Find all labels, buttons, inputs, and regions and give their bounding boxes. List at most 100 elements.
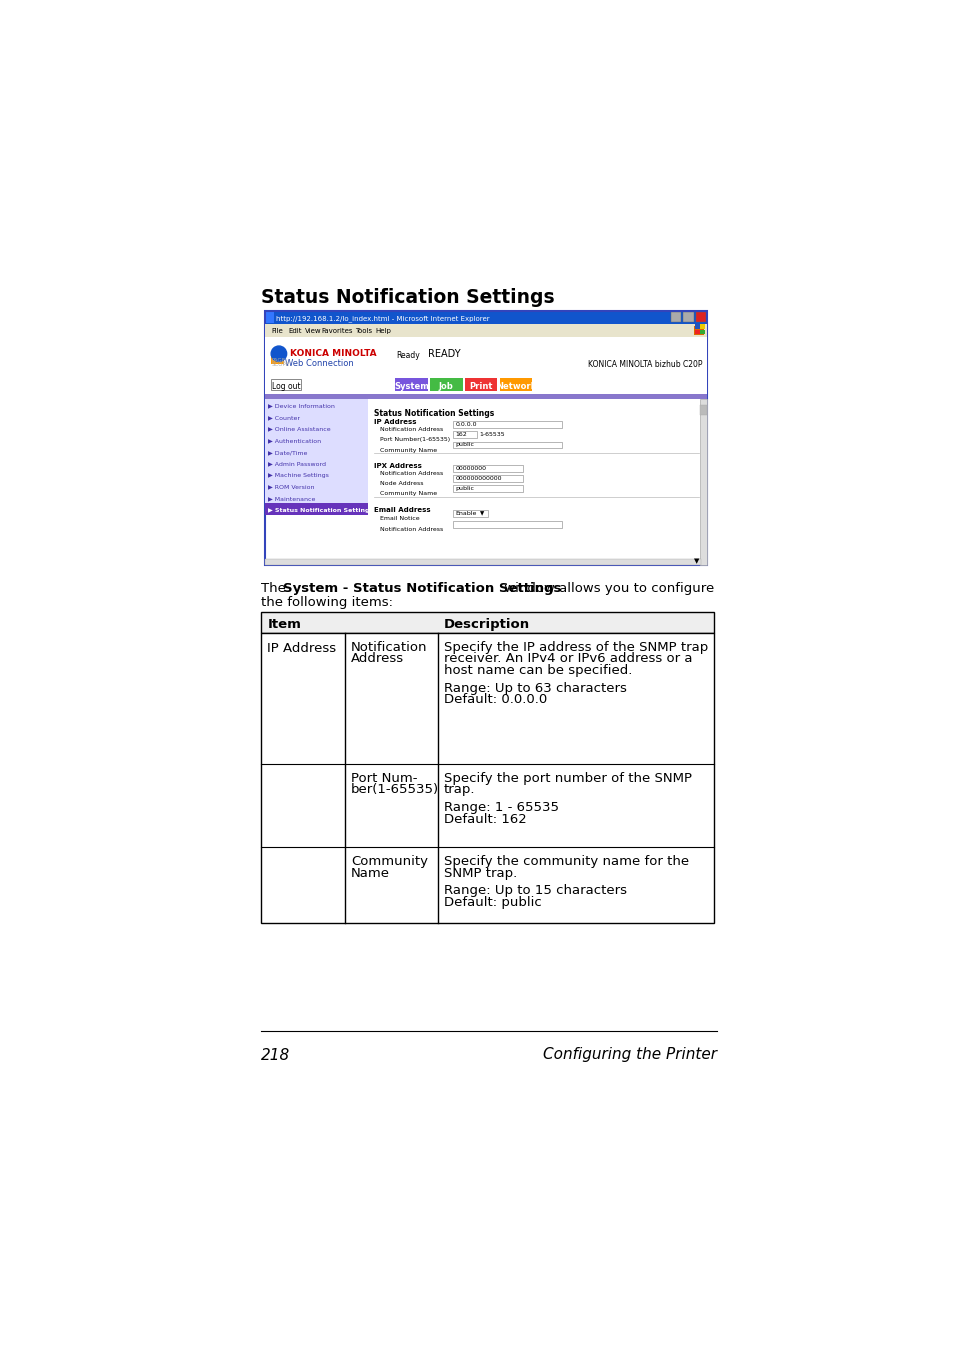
Text: Notification Address: Notification Address xyxy=(380,526,443,532)
Text: Community: Community xyxy=(351,855,428,868)
Text: Port Num-: Port Num- xyxy=(351,772,417,784)
Text: ▶ Authentication: ▶ Authentication xyxy=(268,439,321,443)
Text: Notification Address: Notification Address xyxy=(380,471,443,475)
Text: Status Notification Settings: Status Notification Settings xyxy=(261,288,554,306)
Bar xyxy=(695,329,699,335)
Text: SCOPE: SCOPE xyxy=(271,362,289,367)
Bar xyxy=(265,433,368,446)
Text: Edit: Edit xyxy=(288,328,301,335)
Bar xyxy=(266,312,274,323)
Bar xyxy=(453,510,488,517)
Bar xyxy=(265,336,706,377)
Circle shape xyxy=(271,346,286,362)
Text: receiver. An IPv4 or IPv6 address or a: receiver. An IPv4 or IPv6 address or a xyxy=(443,652,692,666)
Bar xyxy=(453,421,561,428)
Bar xyxy=(265,310,706,324)
Text: View: View xyxy=(305,328,321,335)
Text: http://192.168.1.2/lo_index.html - Microsoft Internet Explorer: http://192.168.1.2/lo_index.html - Micro… xyxy=(275,315,489,321)
Bar xyxy=(700,400,706,564)
Bar xyxy=(453,485,522,491)
Text: Log out: Log out xyxy=(272,382,300,390)
Bar xyxy=(265,410,368,423)
Bar xyxy=(265,324,706,336)
Bar xyxy=(261,633,714,923)
Bar xyxy=(700,329,704,335)
Bar xyxy=(453,441,561,448)
Text: public: public xyxy=(456,443,474,447)
Bar xyxy=(499,378,532,390)
Bar xyxy=(453,475,522,482)
Bar xyxy=(265,481,368,491)
Bar xyxy=(265,423,368,433)
Text: Status Notification Settings: Status Notification Settings xyxy=(374,409,494,418)
Text: IP Address: IP Address xyxy=(374,420,416,425)
Bar xyxy=(265,456,368,468)
Text: ▶ ROM Version: ▶ ROM Version xyxy=(268,485,314,490)
Text: Email Address: Email Address xyxy=(374,508,431,513)
Text: public: public xyxy=(456,486,474,490)
Bar xyxy=(682,312,693,323)
Text: ▶ Counter: ▶ Counter xyxy=(268,416,300,420)
Text: ▶ Date/Time: ▶ Date/Time xyxy=(268,450,307,455)
Bar xyxy=(261,612,714,633)
Text: PAGE: PAGE xyxy=(271,358,285,363)
Text: Community Name: Community Name xyxy=(380,448,437,452)
Text: SNMP trap.: SNMP trap. xyxy=(443,867,517,880)
Text: ▶ Online Assistance: ▶ Online Assistance xyxy=(268,427,331,432)
Bar xyxy=(265,559,700,564)
Bar xyxy=(265,394,706,400)
Bar xyxy=(464,378,497,390)
Text: 00000000: 00000000 xyxy=(456,466,486,471)
Bar xyxy=(453,464,522,471)
Bar xyxy=(369,400,706,564)
Bar xyxy=(271,355,283,363)
Bar xyxy=(261,612,714,633)
Text: Configuring the Printer: Configuring the Printer xyxy=(542,1048,716,1062)
Text: Email Notice: Email Notice xyxy=(380,516,419,521)
Text: Notification: Notification xyxy=(351,641,427,653)
Text: Print: Print xyxy=(469,382,493,390)
Bar xyxy=(453,521,561,528)
Text: KONICA MINOLTA bizhub C20P: KONICA MINOLTA bizhub C20P xyxy=(588,360,702,369)
Bar xyxy=(453,431,476,437)
Text: IP Address: IP Address xyxy=(267,643,336,656)
Text: Specify the community name for the: Specify the community name for the xyxy=(443,855,688,868)
Text: IPX Address: IPX Address xyxy=(374,463,421,468)
Bar xyxy=(695,324,699,329)
Text: ▶ Maintenance: ▶ Maintenance xyxy=(268,495,315,501)
Text: 1-65535: 1-65535 xyxy=(479,432,505,436)
Text: READY: READY xyxy=(427,350,460,359)
Text: File: File xyxy=(271,328,283,335)
Bar xyxy=(670,312,680,323)
Bar xyxy=(395,378,427,390)
Text: KONICA MINOLTA: KONICA MINOLTA xyxy=(290,350,376,358)
Text: ▼: ▼ xyxy=(480,512,484,516)
Text: ▼: ▼ xyxy=(693,559,699,564)
Text: Node Address: Node Address xyxy=(380,481,423,486)
Text: Address: Address xyxy=(351,652,404,666)
Text: Community Name: Community Name xyxy=(380,491,437,495)
Text: Item: Item xyxy=(267,617,301,630)
Bar xyxy=(694,325,703,335)
Text: 162: 162 xyxy=(456,432,467,436)
Text: Name: Name xyxy=(351,867,390,880)
Bar xyxy=(430,378,462,390)
Text: Network: Network xyxy=(496,382,536,390)
Text: Range: Up to 15 characters: Range: Up to 15 characters xyxy=(443,884,626,898)
Bar xyxy=(265,491,368,504)
Text: Job: Job xyxy=(438,382,454,390)
Text: 000000000000: 000000000000 xyxy=(456,475,501,481)
Text: ▶ Status Notification Settings: ▶ Status Notification Settings xyxy=(268,508,373,513)
Text: host name can be specified.: host name can be specified. xyxy=(443,664,632,678)
Text: Enable: Enable xyxy=(456,512,476,516)
Bar xyxy=(265,504,368,514)
Text: Range: 1 - 65535: Range: 1 - 65535 xyxy=(443,801,558,814)
Text: window allows you to configure: window allows you to configure xyxy=(499,582,713,595)
Bar xyxy=(265,310,706,564)
Bar xyxy=(700,324,704,329)
Text: Default: public: Default: public xyxy=(443,896,541,909)
Text: Default: 162: Default: 162 xyxy=(443,813,526,826)
Text: Specify the IP address of the SNMP trap: Specify the IP address of the SNMP trap xyxy=(443,641,707,653)
Text: Tools: Tools xyxy=(355,328,372,335)
Text: The: The xyxy=(261,582,290,595)
